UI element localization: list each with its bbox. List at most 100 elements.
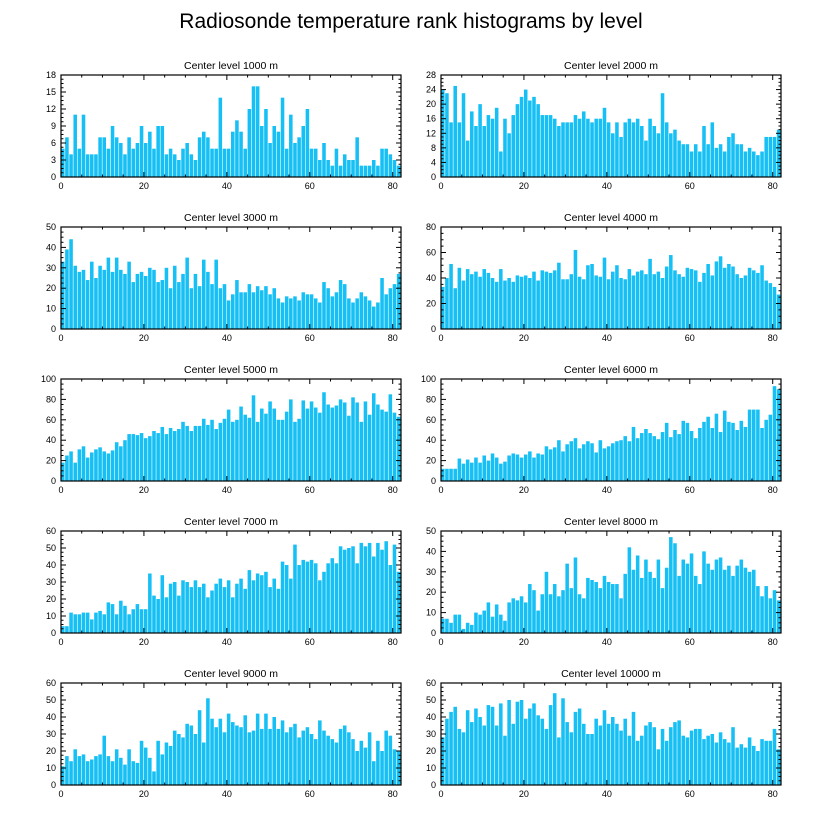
- histogram-bar: [445, 618, 449, 633]
- y-tick-label: 9: [51, 121, 56, 131]
- histogram-bar: [465, 140, 470, 177]
- histogram-panel-10: Center level 10000 m 0 20 40 60 80 0 10 20 30 40 50…: [426, 668, 782, 799]
- histogram-bar: [702, 126, 706, 177]
- histogram-bar: [309, 734, 314, 785]
- histogram-bar: [222, 587, 227, 633]
- histogram-bar: [102, 451, 107, 481]
- x-tick-label: 80: [768, 789, 778, 799]
- histogram-bar: [272, 578, 277, 633]
- histogram-bar: [197, 425, 202, 481]
- histogram-bar: [760, 596, 764, 633]
- histogram-bar: [751, 409, 756, 481]
- histogram-bar: [172, 431, 177, 481]
- histogram-bar: [160, 754, 165, 785]
- histogram-bar: [322, 730, 326, 785]
- histogram-bar: [172, 154, 177, 177]
- y-tick-label: 50: [46, 222, 56, 232]
- histogram-bar: [756, 751, 760, 785]
- histogram-bar: [376, 165, 380, 177]
- histogram-bar: [503, 461, 507, 481]
- histogram-bar: [731, 422, 735, 481]
- histogram-bar: [164, 742, 169, 785]
- histogram-bar: [330, 165, 335, 177]
- histogram-bar: [301, 559, 306, 633]
- histogram-bar: [309, 401, 314, 481]
- histogram-bar: [384, 148, 388, 177]
- histogram-bar: [735, 565, 739, 633]
- histogram-bar: [644, 140, 648, 177]
- histogram-bar: [388, 735, 393, 785]
- histogram-bar: [152, 269, 156, 329]
- histogram-bar: [318, 580, 322, 633]
- histogram-bar: [127, 261, 131, 329]
- histogram-bar: [201, 418, 206, 481]
- histogram-bar: [181, 148, 185, 177]
- histogram-bar: [652, 727, 657, 785]
- histogram-bar: [561, 451, 565, 481]
- histogram-bar: [453, 706, 457, 785]
- histogram-bar: [359, 542, 364, 633]
- histogram-bar: [102, 137, 107, 177]
- histogram-bar: [664, 422, 669, 481]
- histogram-bar: [453, 85, 457, 177]
- histogram-bar: [322, 571, 326, 633]
- histogram-bar: [602, 257, 607, 329]
- histogram-bar: [264, 413, 268, 481]
- histogram-bar: [685, 144, 690, 177]
- histogram-bar: [660, 93, 665, 177]
- histogram-bar: [235, 725, 239, 785]
- histogram-bar: [673, 430, 677, 481]
- histogram-bar: [490, 118, 495, 177]
- histogram-bar: [305, 294, 310, 329]
- histogram-bar: [255, 286, 260, 329]
- histogram-bar: [193, 425, 198, 481]
- y-tick-label: 60: [46, 678, 56, 688]
- histogram-bar: [276, 588, 281, 633]
- histogram-bar: [127, 137, 131, 177]
- histogram-bar: [470, 274, 474, 329]
- histogram-bar: [313, 148, 318, 177]
- histogram-bar: [760, 265, 764, 329]
- histogram-bar: [380, 409, 384, 481]
- histogram-bar: [210, 718, 214, 785]
- histogram-panel-5: Center level 5000 m 0 20 40 60 80 0 20 40 60 80 100: [41, 364, 402, 495]
- histogram-bar: [511, 115, 516, 177]
- histogram-bar: [301, 126, 306, 177]
- histogram-bar: [544, 571, 549, 633]
- histogram-bar: [264, 109, 268, 177]
- histogram-bar: [561, 590, 565, 633]
- histogram-bar: [619, 440, 623, 481]
- histogram-bar: [698, 728, 702, 785]
- histogram-bar: [702, 421, 706, 481]
- histogram-bar: [494, 457, 499, 481]
- histogram-bar: [739, 744, 744, 785]
- histogram-bar: [73, 749, 77, 785]
- histogram-bar: [114, 137, 119, 177]
- panel-title: Center level 5000 m: [184, 364, 278, 376]
- histogram-bar: [470, 111, 474, 177]
- histogram-bar: [627, 118, 632, 177]
- histogram-bar: [577, 118, 582, 177]
- histogram-bar: [110, 604, 115, 633]
- histogram-bar: [135, 762, 140, 785]
- histogram-bar: [449, 122, 453, 177]
- histogram-bar: [297, 737, 301, 785]
- histogram-bar: [768, 598, 773, 633]
- histogram-bar: [706, 144, 710, 177]
- histogram-bar: [148, 267, 152, 329]
- histogram-bar: [280, 302, 285, 329]
- histogram-bar: [689, 151, 694, 177]
- y-tick-label: 0: [431, 476, 436, 486]
- histogram-bar: [681, 420, 686, 481]
- x-tick-label: 80: [388, 333, 398, 343]
- histogram-bar: [231, 722, 235, 785]
- x-tick-label: 80: [768, 181, 778, 191]
- histogram-bar: [106, 756, 111, 785]
- histogram-bar: [751, 569, 756, 633]
- histogram-bar: [731, 133, 735, 177]
- histogram-bar: [69, 451, 73, 481]
- histogram-bar: [243, 292, 247, 329]
- y-tick-label: 0: [431, 324, 436, 334]
- histogram-bar: [648, 571, 652, 633]
- histogram-bar: [69, 761, 73, 785]
